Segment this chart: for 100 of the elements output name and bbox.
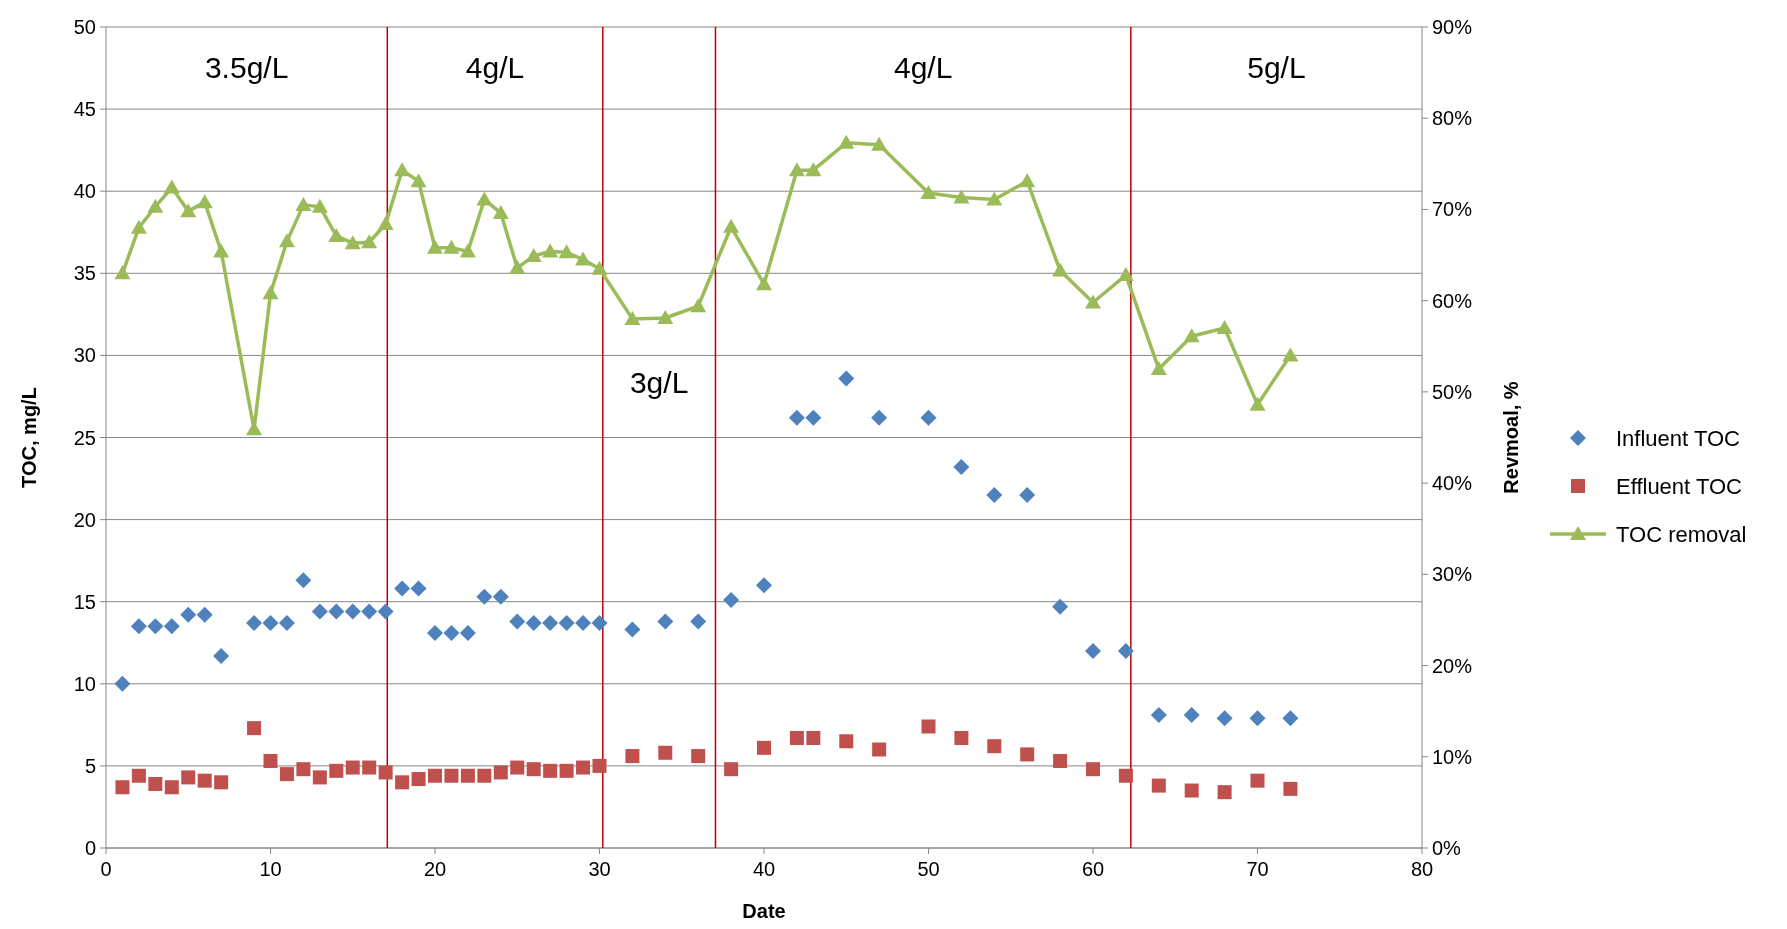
point [295, 572, 312, 589]
point [459, 243, 476, 258]
point [592, 758, 607, 773]
point [163, 179, 180, 194]
point [526, 762, 541, 777]
x-axis-title: Date [742, 900, 786, 922]
point [987, 739, 1002, 754]
y-axis-title: TOC, mg/L [18, 387, 40, 488]
point [114, 265, 131, 280]
point [657, 613, 674, 630]
point [131, 768, 146, 783]
point [558, 244, 575, 259]
annotation: 5g/L [1247, 50, 1306, 84]
point [180, 606, 197, 623]
point [558, 615, 575, 632]
point [953, 459, 970, 476]
point [510, 760, 525, 775]
point [163, 618, 180, 635]
point [575, 615, 592, 632]
point [805, 409, 822, 426]
y-tick-label: 0 [84, 837, 96, 859]
point [1086, 762, 1100, 777]
point [1250, 773, 1265, 788]
point [395, 775, 410, 790]
point [344, 603, 361, 620]
point [1249, 710, 1266, 727]
y-tick-label: 15 [73, 590, 96, 613]
point [1282, 347, 1299, 362]
point [509, 259, 526, 274]
point [986, 191, 1003, 206]
legend-label: TOC removal [1616, 521, 1747, 547]
legend-label: Effluent TOC [1616, 473, 1743, 499]
y-tick-label: 5 [84, 754, 96, 777]
point [575, 251, 592, 266]
x-tick-label: 40 [752, 858, 776, 880]
point [328, 227, 345, 242]
point [658, 745, 673, 760]
y-tick-label: 20 [73, 508, 96, 531]
point [788, 162, 805, 177]
point [1019, 173, 1036, 188]
point [1282, 710, 1299, 727]
point [838, 134, 855, 149]
y2-tick-label: 0% [1432, 837, 1462, 859]
point [361, 603, 378, 620]
point [311, 198, 328, 213]
point [362, 760, 377, 775]
point [1118, 768, 1133, 783]
point [1117, 642, 1134, 659]
point [1053, 753, 1068, 768]
point [394, 580, 411, 597]
y-tick-label: 35 [73, 262, 96, 285]
point [196, 194, 213, 209]
point [1150, 707, 1167, 723]
point [262, 285, 279, 300]
point [180, 203, 197, 218]
point [1020, 747, 1035, 762]
point [444, 768, 459, 783]
annotation: 4g/L [893, 50, 953, 84]
x-tick-label: 60 [1081, 858, 1105, 880]
point [1249, 396, 1266, 411]
point [1150, 361, 1167, 376]
point [1052, 262, 1069, 277]
x-tick-label: 20 [423, 858, 447, 880]
point [789, 730, 804, 745]
y2-tick-label: 60% [1432, 289, 1473, 312]
point [953, 189, 970, 204]
point [624, 310, 641, 325]
point [1216, 710, 1233, 727]
annotation: 3g/L [629, 365, 689, 399]
point [1183, 328, 1200, 343]
y2-tick-label: 10% [1432, 745, 1473, 768]
point [1085, 642, 1101, 659]
point [459, 624, 476, 641]
point [246, 615, 263, 632]
point [806, 730, 821, 745]
point [263, 753, 278, 768]
point [197, 773, 212, 788]
point [1216, 320, 1233, 335]
point [130, 618, 147, 635]
point [920, 185, 937, 200]
point [410, 173, 427, 188]
point [690, 613, 707, 630]
point [756, 276, 772, 291]
point [838, 370, 855, 387]
point [756, 577, 772, 594]
y2-tick-label: 90% [1432, 16, 1473, 38]
point [476, 191, 493, 206]
point [344, 235, 361, 250]
point [493, 765, 508, 780]
point [361, 234, 378, 249]
point [986, 486, 1003, 503]
point [147, 618, 164, 635]
point [691, 749, 706, 764]
point [262, 615, 279, 632]
point [213, 647, 230, 664]
point [428, 768, 442, 783]
y2-axis-title: Revmoal, % [1500, 381, 1522, 494]
point [443, 239, 460, 254]
point [427, 624, 443, 641]
y2-tick-label: 40% [1432, 472, 1473, 495]
